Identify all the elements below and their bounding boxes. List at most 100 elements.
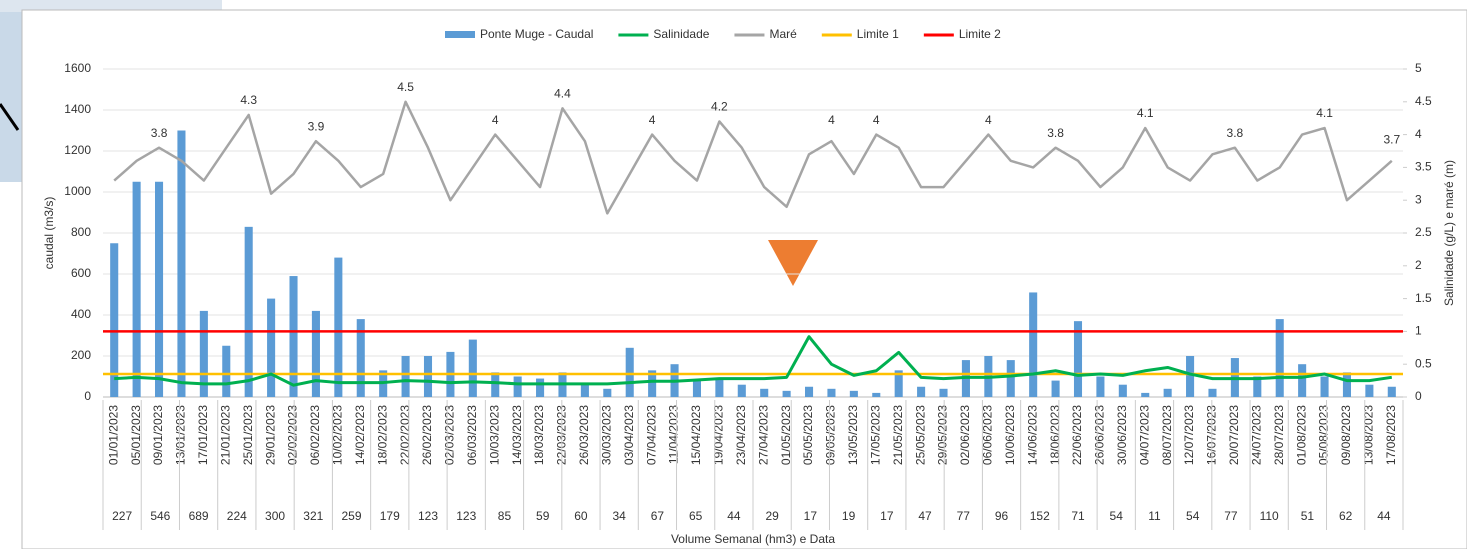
bar <box>155 181 164 397</box>
y2-tick-label: 5 <box>1415 61 1422 75</box>
x-tick-label: 09/05/2023 <box>824 405 838 465</box>
legend-label: Salinidade <box>653 27 709 41</box>
weekly-volume: 546 <box>150 509 170 523</box>
x-tick-label: 14/06/2023 <box>1025 405 1039 465</box>
bar <box>603 388 612 397</box>
weekly-volume: 152 <box>1030 509 1050 523</box>
data-label: 4.5 <box>397 80 414 94</box>
x-tick-label: 22/02/2023 <box>398 405 412 465</box>
weekly-volume: 85 <box>498 509 512 523</box>
bar <box>132 181 141 397</box>
bar <box>110 243 119 397</box>
weekly-volume: 96 <box>995 509 1009 523</box>
x-axis-title: Volume Semanal (hm3) e Data <box>671 532 835 546</box>
bar <box>760 388 769 397</box>
bar <box>1006 360 1015 397</box>
x-tick-label: 10/06/2023 <box>1003 405 1017 465</box>
bar <box>715 378 724 397</box>
y2-axis-title: Salinidade (g/L) e maré (m) <box>1442 160 1456 306</box>
x-tick-label: 26/03/2023 <box>577 405 591 465</box>
window-fragment <box>0 0 222 12</box>
weekly-volume: 77 <box>957 509 971 523</box>
bar <box>1096 376 1105 397</box>
y-tick-label: 400 <box>71 307 91 321</box>
legend-label: Limite 1 <box>857 27 899 41</box>
legend-swatch <box>445 31 475 38</box>
bar <box>222 345 231 397</box>
x-tick-label: 13/08/2023 <box>1362 405 1376 465</box>
bar <box>580 382 589 397</box>
bar <box>1073 321 1083 397</box>
bar <box>692 380 701 397</box>
bar <box>1141 392 1150 397</box>
x-tick-label: 23/04/2023 <box>734 405 748 465</box>
y-tick-label: 600 <box>71 266 91 280</box>
bar <box>849 390 858 397</box>
data-label: 4.3 <box>240 93 257 107</box>
weekly-volume: 259 <box>342 509 362 523</box>
x-tick-label: 30/03/2023 <box>599 405 613 465</box>
x-tick-label: 04/07/2023 <box>1137 405 1151 465</box>
x-tick-label: 17/08/2023 <box>1384 405 1398 465</box>
weekly-volume: 60 <box>574 509 588 523</box>
x-tick-label: 02/06/2023 <box>958 405 972 465</box>
bar <box>536 378 545 397</box>
bar <box>311 310 320 397</box>
weekly-volume: 44 <box>1377 509 1391 523</box>
data-label: 4 <box>649 113 656 127</box>
legend-label: Maré <box>769 27 797 41</box>
bar <box>1051 380 1060 397</box>
y2-tick-label: 1.5 <box>1415 291 1432 305</box>
x-tick-label: 21/05/2023 <box>891 405 905 465</box>
x-tick-label: 06/02/2023 <box>308 405 322 465</box>
y-tick-label: 1400 <box>64 102 91 116</box>
y-tick-label: 1000 <box>64 184 91 198</box>
weekly-volume: 227 <box>112 509 132 523</box>
x-tick-label: 26/06/2023 <box>1093 405 1107 465</box>
x-tick-label: 26/02/2023 <box>420 405 434 465</box>
x-tick-label: 10/03/2023 <box>487 405 501 465</box>
x-tick-label: 01/01/2023 <box>106 405 120 465</box>
x-tick-label: 18/02/2023 <box>375 405 389 465</box>
weekly-volume: 54 <box>1110 509 1124 523</box>
bar <box>1163 388 1172 397</box>
bar <box>1298 364 1307 397</box>
legend-label: Limite 2 <box>959 27 1001 41</box>
x-tick-label: 22/06/2023 <box>1070 405 1084 465</box>
y-tick-label: 800 <box>71 225 91 239</box>
x-tick-label: 12/07/2023 <box>1182 405 1196 465</box>
x-tick-label: 14/02/2023 <box>353 405 367 465</box>
chart-frame <box>21 9 1467 549</box>
data-label: 4 <box>492 113 499 127</box>
x-tick-label: 17/05/2023 <box>868 405 882 465</box>
bar <box>805 386 814 397</box>
data-label: 3.8 <box>1047 126 1064 140</box>
x-tick-label: 09/08/2023 <box>1339 405 1353 465</box>
y2-tick-label: 4 <box>1415 127 1422 141</box>
x-tick-label: 18/03/2023 <box>532 405 546 465</box>
x-tick-label: 29/01/2023 <box>263 405 277 465</box>
y-axis-title: caudal (m3/s) <box>42 197 56 270</box>
x-tick-label: 06/06/2023 <box>981 405 995 465</box>
x-tick-label: 05/08/2023 <box>1317 405 1331 465</box>
y2-tick-label: 0 <box>1415 389 1422 403</box>
data-label: 3.8 <box>151 126 168 140</box>
y2-tick-label: 1 <box>1415 324 1422 338</box>
bar <box>1365 384 1374 397</box>
weekly-volume: 59 <box>536 509 550 523</box>
bar <box>177 130 186 397</box>
weekly-volume: 689 <box>189 509 209 523</box>
data-label: 4 <box>985 113 992 127</box>
window-fragment <box>0 12 22 182</box>
bar <box>1186 356 1195 397</box>
data-label: 3.8 <box>1227 126 1244 140</box>
bar <box>491 372 500 397</box>
x-tick-label: 11/04/2023 <box>667 405 681 464</box>
weekly-volume: 17 <box>804 509 818 523</box>
marker-triangle <box>768 240 818 286</box>
line <box>113 100 1393 215</box>
bar <box>1320 376 1329 397</box>
bar <box>1342 372 1351 397</box>
bar <box>1029 292 1038 397</box>
weekly-volume: 62 <box>1339 509 1353 523</box>
